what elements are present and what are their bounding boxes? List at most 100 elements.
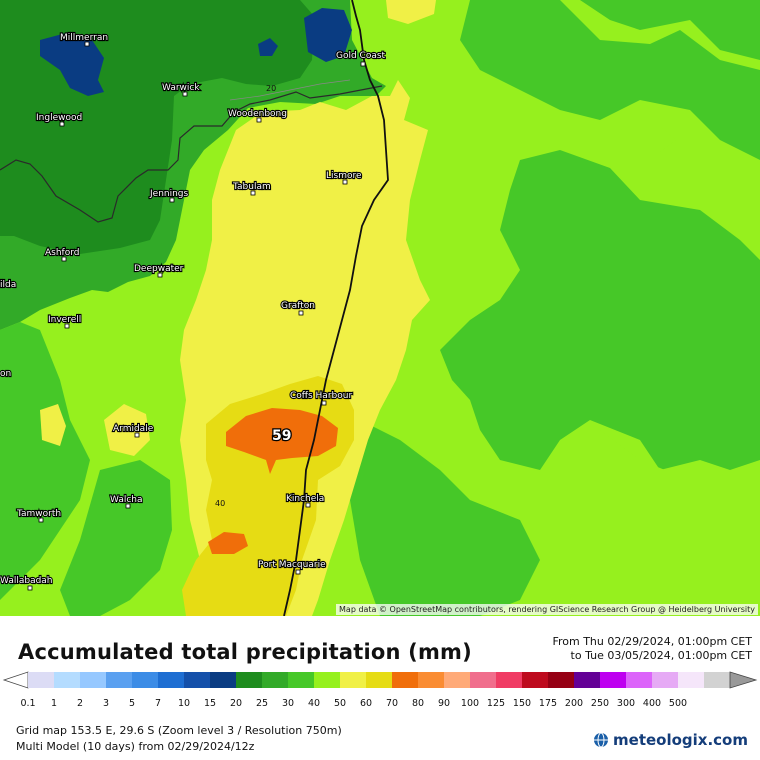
area-30-40mm-west xyxy=(104,404,150,456)
city-coffs-harbour[interactable]: Coffs Harbour xyxy=(289,390,354,406)
color-scale xyxy=(2,671,758,689)
legend-title: Accumulated total precipitation (mm) xyxy=(18,640,472,664)
scale-cell xyxy=(496,672,523,688)
area-50-60mm-south xyxy=(208,532,248,554)
scale-tick-label: 30 xyxy=(281,698,295,709)
scale-tick-label: 80 xyxy=(411,698,425,709)
map-attribution[interactable]: Map data © OpenStreetMap contributors, r… xyxy=(336,604,758,615)
area-30-40mm-west2 xyxy=(40,404,66,446)
scale-tick-label: 150 xyxy=(512,698,532,709)
area-7-10mm-small xyxy=(258,38,278,56)
city-kinchela[interactable]: Kinchela xyxy=(285,493,325,508)
svg-text:Inglewood: Inglewood xyxy=(36,113,82,123)
area-7-10mm-north xyxy=(304,8,352,62)
scale-cell xyxy=(314,672,341,688)
svg-text:Walcha: Walcha xyxy=(110,495,143,505)
scale-cell xyxy=(184,672,211,688)
area-20-25mm-south xyxy=(350,420,540,616)
city-on[interactable]: on xyxy=(0,368,12,380)
scale-cell xyxy=(262,672,289,688)
city-armidale[interactable]: Armidale xyxy=(112,423,155,438)
contour-label-20: 20 xyxy=(266,84,276,93)
svg-text:Millmerran: Millmerran xyxy=(60,33,108,43)
city-walcha[interactable]: Walcha xyxy=(109,494,144,509)
scale-tick-label: 300 xyxy=(616,698,636,709)
svg-text:Port Macquarie: Port Macquarie xyxy=(258,560,326,570)
scale-tick-label: 7 xyxy=(154,698,162,709)
city-lismore[interactable]: Lismore xyxy=(325,170,363,185)
model-info: Multi Model (10 days) from 02/29/2024/12… xyxy=(16,740,255,753)
svg-text:Kinchela: Kinchela xyxy=(286,494,324,504)
scale-cell xyxy=(106,672,133,688)
scale-tick-label: 500 xyxy=(668,698,688,709)
globe-icon xyxy=(594,732,609,748)
city-inverell[interactable]: Inverell xyxy=(47,314,82,329)
svg-text:on: on xyxy=(0,369,11,379)
scale-tick-label: 15 xyxy=(203,698,217,709)
scale-cell xyxy=(28,672,55,688)
city-ilda[interactable]: ilda xyxy=(0,279,17,291)
scale-tick-label: 100 xyxy=(460,698,480,709)
scale-cell xyxy=(574,672,601,688)
contour-20 xyxy=(229,79,351,101)
scale-tick-label: 2 xyxy=(76,698,84,709)
area-50-60mm xyxy=(226,408,338,474)
scale-cell xyxy=(210,672,237,688)
scale-cell xyxy=(418,672,445,688)
svg-text:Grafton: Grafton xyxy=(281,301,315,311)
city-ashford[interactable]: Ashford xyxy=(44,247,81,262)
city-tabulam[interactable]: Tabulam xyxy=(231,181,272,196)
city-gold-coast[interactable]: Gold Coast xyxy=(335,50,387,67)
scale-cells xyxy=(28,672,731,688)
scale-tick-label: 90 xyxy=(437,698,451,709)
scale-cell xyxy=(548,672,575,688)
city-inglewood[interactable]: Inglewood xyxy=(35,112,83,127)
scale-tick-label: 40 xyxy=(307,698,321,709)
scale-cell xyxy=(80,672,107,688)
meteologix-logo[interactable]: meteologix.com xyxy=(593,731,748,749)
scale-tick-label: 200 xyxy=(564,698,584,709)
area-20-25mm-north xyxy=(580,0,760,60)
city-woodenbong[interactable]: Woodenbong xyxy=(227,108,288,123)
scale-tick-label: 60 xyxy=(359,698,373,709)
area-30-40mm-ne-spot xyxy=(616,126,676,152)
scale-tick-label: 20 xyxy=(229,698,243,709)
svg-text:Gold Coast: Gold Coast xyxy=(336,51,386,61)
svg-text:Deepwater: Deepwater xyxy=(134,264,184,274)
scale-cell xyxy=(132,672,159,688)
city-port-macquarie[interactable]: Port Macquarie xyxy=(257,559,327,575)
city-warwick[interactable]: Warwick xyxy=(161,82,201,97)
state-border xyxy=(0,85,383,223)
scale-cell xyxy=(652,672,679,688)
scale-tick-label: 0.1 xyxy=(20,698,36,709)
svg-text:Wallabadah: Wallabadah xyxy=(0,576,53,586)
scale-tick-label: 125 xyxy=(486,698,506,709)
scale-tick-label: 5 xyxy=(128,698,136,709)
city-millmerran[interactable]: Millmerran xyxy=(59,32,109,47)
area-20-25mm-east xyxy=(440,150,760,470)
city-tamworth[interactable]: Tamworth xyxy=(15,508,62,523)
scale-cell xyxy=(522,672,549,688)
precipitation-map[interactable]: Millmerran Gold Coast Warwick Inglewood … xyxy=(0,0,760,616)
city-wallabadah[interactable]: Wallabadah xyxy=(0,575,54,591)
area-30-40mm-top xyxy=(386,0,436,24)
area-20-25mm-ne xyxy=(460,0,760,160)
scale-left-arrow xyxy=(2,671,29,689)
svg-text:ilda: ilda xyxy=(0,280,16,290)
city-jennings[interactable]: Jennings xyxy=(148,188,190,203)
scale-cell xyxy=(626,672,653,688)
city-deepwater[interactable]: Deepwater xyxy=(133,263,185,278)
max-value-label: 59 xyxy=(272,428,291,444)
scale-cell xyxy=(236,672,263,688)
svg-text:Jennings: Jennings xyxy=(149,189,189,199)
coastline xyxy=(283,0,389,616)
scale-tick-label: 400 xyxy=(642,698,662,709)
period-to: to Tue 03/05/2024, 01:00pm CET xyxy=(570,649,752,662)
scale-cell xyxy=(288,672,315,688)
svg-text:Inverell: Inverell xyxy=(48,315,81,325)
period-from: From Thu 02/29/2024, 01:00pm CET xyxy=(552,635,752,648)
svg-text:Coffs Harbour: Coffs Harbour xyxy=(290,391,352,401)
svg-text:Ashford: Ashford xyxy=(45,248,79,258)
city-grafton[interactable]: Grafton xyxy=(280,300,316,316)
area-30-40mm-se xyxy=(560,430,760,570)
